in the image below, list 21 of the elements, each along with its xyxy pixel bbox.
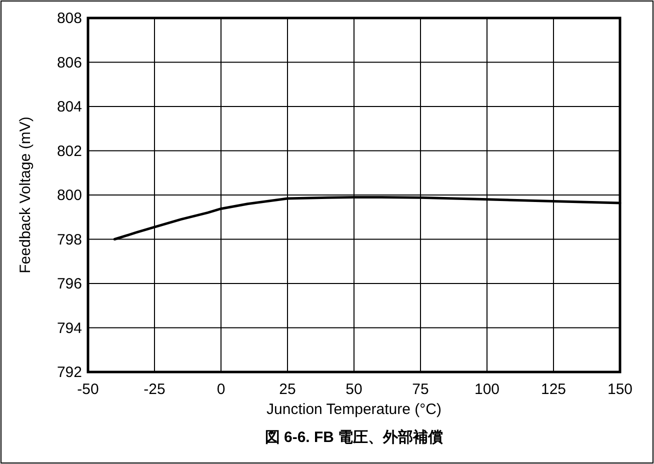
x-tick-label: -50 bbox=[77, 381, 99, 398]
y-tick-label: 808 bbox=[56, 10, 82, 27]
y-tick-label: 796 bbox=[56, 276, 82, 292]
x-tick-label: 100 bbox=[474, 381, 500, 398]
x-tick-label: 150 bbox=[607, 381, 633, 398]
y-axis-title: Feedback Voltage (mV) bbox=[17, 116, 34, 274]
y-tick-label: 802 bbox=[56, 142, 82, 160]
x-tick-label: -25 bbox=[144, 381, 166, 398]
x-tick-label: 75 bbox=[412, 381, 429, 398]
x-tick-label: 0 bbox=[216, 381, 226, 398]
y-tick-label: 804 bbox=[56, 98, 82, 116]
x-tick-label: 25 bbox=[279, 381, 296, 398]
y-tick-label: 794 bbox=[56, 320, 82, 337]
x-tick-label: 125 bbox=[540, 381, 566, 398]
text: 図 6-6. FB 電圧、外部補償 bbox=[264, 428, 444, 446]
x-axis-title: Junction Temperature (°C) bbox=[266, 401, 442, 418]
y-tick-label: 800 bbox=[56, 187, 82, 204]
y-tick-label: 806 bbox=[56, 54, 82, 72]
y-tick-label: 792 bbox=[56, 364, 82, 381]
x-tick-label: 50 bbox=[346, 381, 362, 398]
y-tick-label: 798 bbox=[56, 231, 82, 248]
